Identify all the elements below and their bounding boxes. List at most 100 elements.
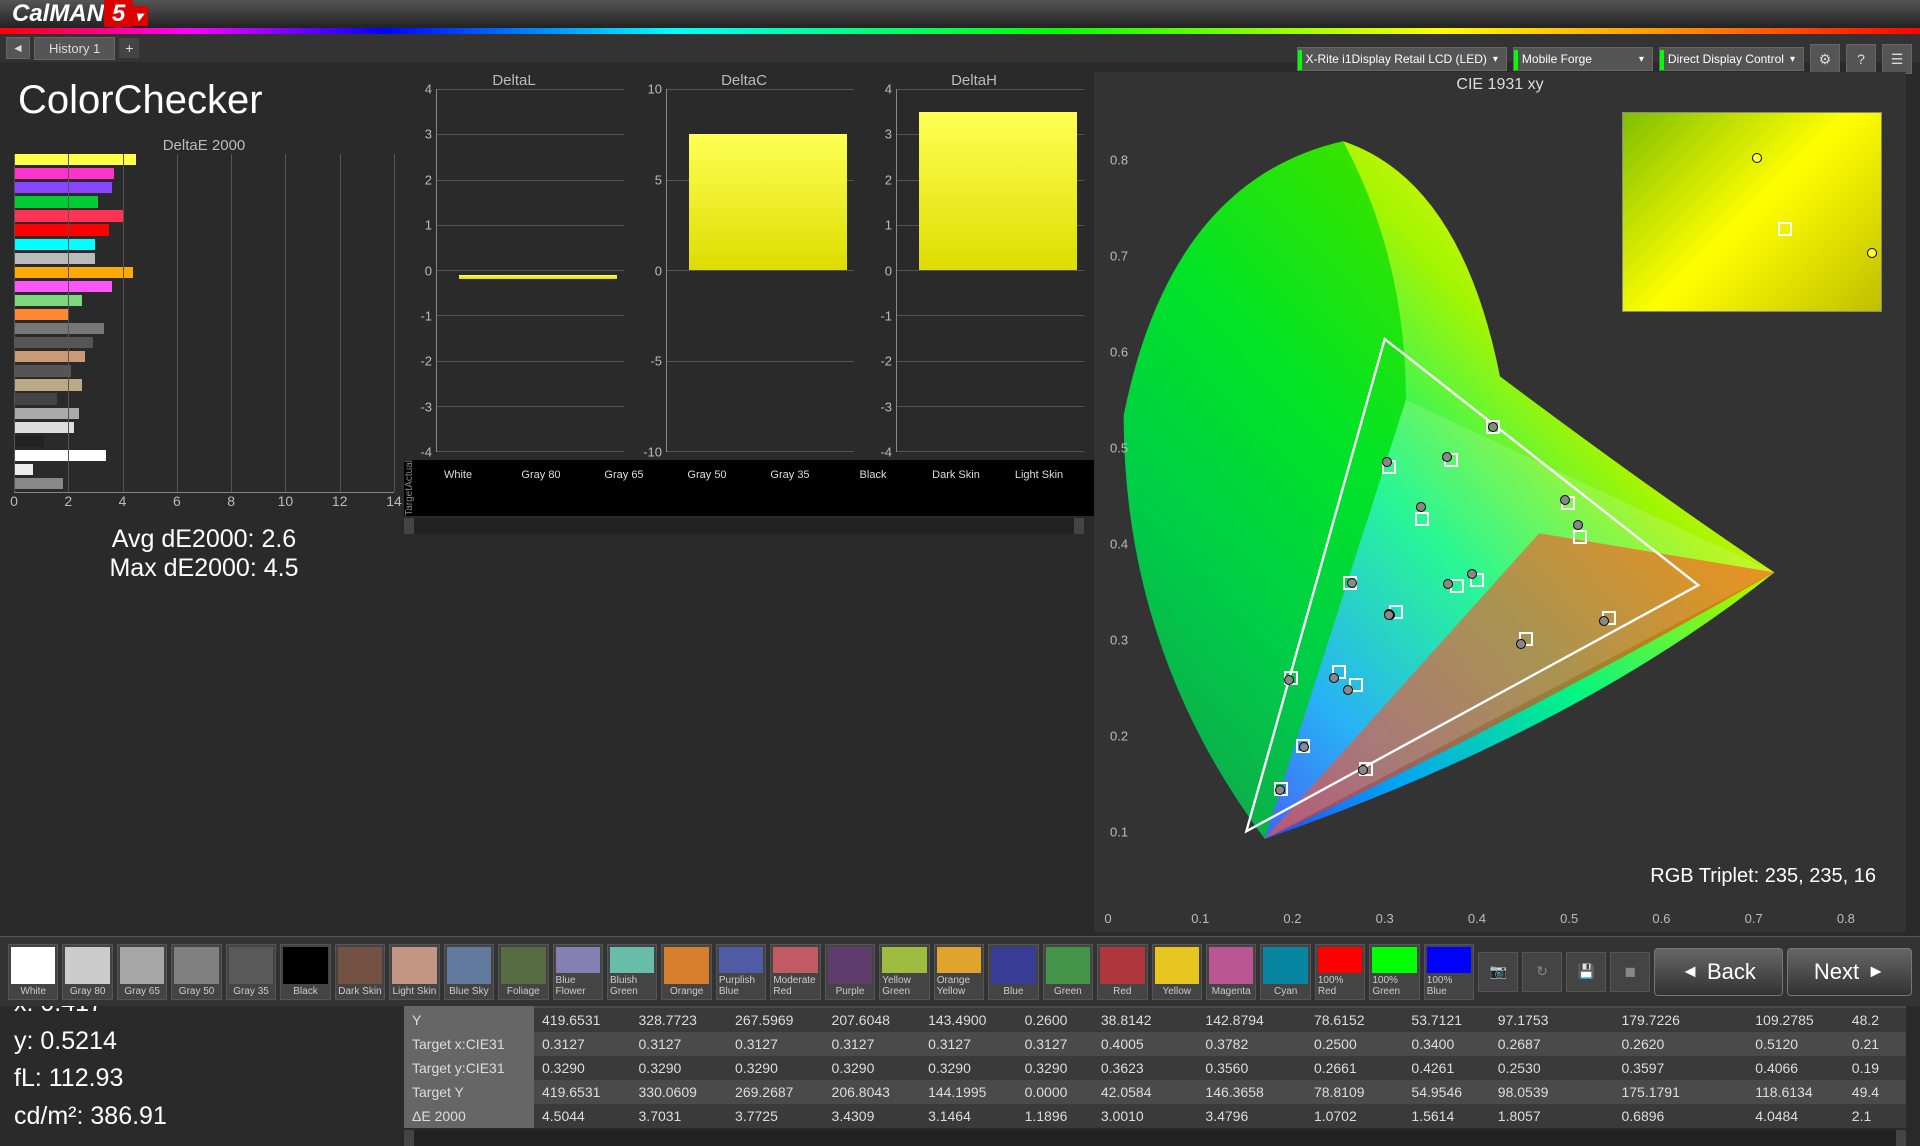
cie-measured-point [1488, 422, 1498, 432]
color-chip[interactable]: Dark Skin [335, 944, 385, 1000]
deltae-bar [14, 408, 79, 419]
disk-icon[interactable]: 💾 [1566, 952, 1606, 992]
camera-icon[interactable]: 📷 [1478, 952, 1518, 992]
source-dropdown[interactable]: Mobile Forge▾ [1513, 47, 1653, 71]
table-scrollbar[interactable] [404, 1130, 1906, 1146]
app-menu-dropdown[interactable]: ▾ [129, 6, 148, 26]
color-chip[interactable]: Orange Yellow [934, 944, 984, 1000]
page-title: ColorChecker [14, 72, 394, 137]
color-chip[interactable]: Purple [825, 944, 875, 1000]
deltae-bar [14, 253, 95, 264]
meter-dropdown[interactable]: X-Rite i1Display Retail LCD (LED)▾ [1297, 47, 1507, 71]
swatch-actual-label: Actual [404, 460, 415, 488]
deltae-bar [14, 267, 133, 278]
cie-measured-point [1442, 452, 1452, 462]
cie-measured-point [1560, 495, 1570, 505]
color-chip[interactable]: 100% Red [1315, 944, 1365, 1000]
deltae-bar [14, 295, 82, 306]
deltae-bar [14, 168, 114, 179]
color-chip[interactable]: Light Skin [389, 944, 439, 1000]
delta-chart: DeltaL-4-3-2-101234 [404, 72, 624, 452]
cie-measured-point [1284, 675, 1294, 685]
stats: Avg dE2000: 2.6 Max dE2000: 4.5 [14, 517, 394, 583]
color-chip[interactable]: Moderate Red [770, 944, 820, 1000]
title-bar: CalMAN5▾ [0, 0, 1920, 34]
swatch-target-label: Target [404, 488, 415, 516]
cie-target-point [1415, 512, 1429, 526]
cie-measured-point [1467, 569, 1477, 579]
color-chip[interactable]: 100% Green [1369, 944, 1419, 1000]
deltae-bar [14, 309, 68, 320]
deltae-bar [14, 450, 106, 461]
deltae-bar [14, 337, 93, 348]
reading-row: cd/m²: 386.91 [14, 1098, 394, 1136]
color-chip[interactable]: Gray 65 [117, 944, 167, 1000]
tab-history[interactable]: History 1 [34, 37, 115, 60]
reading-row: fL: 112.93 [14, 1060, 394, 1098]
gear-icon[interactable]: ⚙ [1810, 44, 1840, 74]
color-chip[interactable]: 100% Blue [1424, 944, 1474, 1000]
display-dropdown[interactable]: Direct Display Control▾ [1659, 47, 1804, 71]
stop-icon[interactable]: ◼ [1610, 952, 1650, 992]
color-chip[interactable]: Black [280, 944, 330, 1000]
deltae-bar [14, 224, 109, 235]
color-chip[interactable]: Foliage [498, 944, 548, 1000]
color-chip[interactable]: Blue Sky [444, 944, 494, 1000]
color-chip[interactable]: Gray 50 [171, 944, 221, 1000]
swatch-scrollbar[interactable] [404, 518, 1084, 534]
color-chip[interactable]: Cyan [1260, 944, 1310, 1000]
deltae-bar [14, 436, 44, 447]
color-chip[interactable]: Orange [661, 944, 711, 1000]
color-chip[interactable]: Yellow Green [879, 944, 929, 1000]
deltae-bar [14, 379, 82, 390]
color-chip[interactable]: Green [1043, 944, 1093, 1000]
deltae-bar [14, 393, 57, 404]
deltae-bar [14, 478, 63, 489]
color-chip[interactable]: Blue [988, 944, 1038, 1000]
cie-measured-point [1275, 785, 1285, 795]
color-chip[interactable]: Bluish Green [607, 944, 657, 1000]
cie-measured-point [1573, 520, 1583, 530]
color-chip[interactable]: Gray 35 [226, 944, 276, 1000]
color-chip[interactable]: White [8, 944, 58, 1000]
cie-title: CIE 1931 xy [1094, 72, 1906, 98]
cie-measured-point [1416, 502, 1426, 512]
color-chip[interactable]: Red [1097, 944, 1147, 1000]
deltae-chart-title: DeltaE 2000 [14, 137, 394, 154]
deltae-chart: DeltaE 2000 02468101214 [14, 137, 394, 517]
menu-icon[interactable]: ☰ [1882, 44, 1912, 74]
cie-measured-point [1384, 610, 1394, 620]
deltae-bar [14, 281, 112, 292]
rgb-triplet: RGB Triplet: 235, 235, 16 [1650, 865, 1876, 888]
tab-bar: ◄ History 1 + X-Rite i1Display Retail LC… [0, 34, 1920, 62]
add-tab[interactable]: + [119, 38, 139, 58]
deltae-bar [14, 196, 98, 207]
app-logo: CalMAN5▾ [0, 0, 160, 28]
deltae-bar [14, 239, 95, 250]
cie-chart[interactable]: RGB Triplet: 235, 235, 16 00.10.20.30.40… [1108, 102, 1892, 928]
cie-measured-point [1358, 765, 1368, 775]
nav-back-small[interactable]: ◄ [6, 37, 30, 59]
color-chip[interactable]: Blue Flower [553, 944, 603, 1000]
delta-chart: DeltaH-4-3-2-101234 [864, 72, 1084, 452]
color-chip[interactable]: Magenta [1206, 944, 1256, 1000]
delta-chart: DeltaC-10-50510 [634, 72, 854, 452]
cie-measured-point [1299, 742, 1309, 752]
deltae-bar [14, 154, 136, 165]
deltae-bar [14, 464, 33, 475]
reading-row: y: 0.5214 [14, 1023, 394, 1061]
cie-measured-point [1382, 457, 1392, 467]
color-chip[interactable]: Gray 80 [62, 944, 112, 1000]
cie-measured-point [1599, 616, 1609, 626]
cie-measured-point [1329, 673, 1339, 683]
refresh-icon[interactable]: ↻ [1522, 952, 1562, 992]
back-button[interactable]: ◄Back [1654, 948, 1783, 996]
cie-measured-point [1516, 639, 1526, 649]
cie-measured-point [1443, 579, 1453, 589]
cie-target-point [1573, 530, 1587, 544]
help-icon[interactable]: ? [1846, 44, 1876, 74]
color-chip[interactable]: Yellow [1152, 944, 1202, 1000]
next-button[interactable]: Next► [1787, 948, 1912, 996]
deltae-bar [14, 422, 74, 433]
color-chip[interactable]: Purplish Blue [716, 944, 766, 1000]
